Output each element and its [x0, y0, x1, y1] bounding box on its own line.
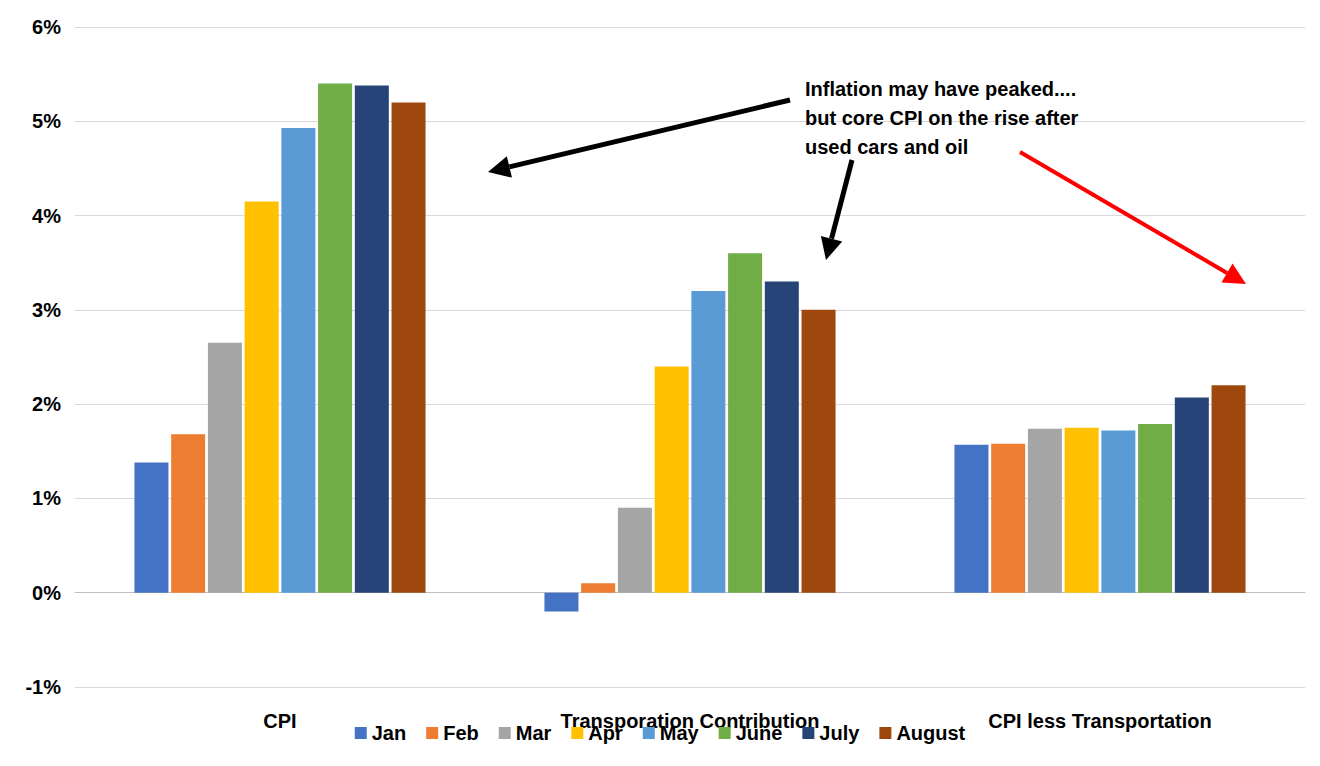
svg-text:2%: 2% [32, 393, 61, 415]
svg-text:May: May [660, 722, 700, 744]
svg-text:used cars and oil: used cars and oil [805, 136, 968, 158]
svg-text:CPI: CPI [263, 710, 296, 732]
svg-text:Inflation may have peaked....: Inflation may have peaked.... [805, 78, 1076, 100]
svg-text:Jan: Jan [372, 722, 406, 744]
svg-text:1%: 1% [32, 487, 61, 509]
svg-text:Feb: Feb [443, 722, 479, 744]
svg-text:Transporation Contribution: Transporation Contribution [560, 710, 820, 732]
svg-text:Apr: Apr [588, 722, 623, 744]
svg-text:6%: 6% [32, 16, 61, 38]
svg-text:Mar: Mar [516, 722, 552, 744]
svg-text:CPI less Transportation: CPI less Transportation [988, 710, 1211, 732]
svg-text:-1%: -1% [25, 676, 61, 698]
svg-text:4%: 4% [32, 205, 61, 227]
svg-text:0%: 0% [32, 582, 61, 604]
svg-text:3%: 3% [32, 299, 61, 321]
svg-text:August: August [896, 722, 965, 744]
svg-text:July: July [819, 722, 860, 744]
svg-text:but core CPI on the rise after: but core CPI on the rise after [805, 107, 1079, 129]
svg-text:June: June [736, 722, 783, 744]
svg-text:5%: 5% [32, 110, 61, 132]
